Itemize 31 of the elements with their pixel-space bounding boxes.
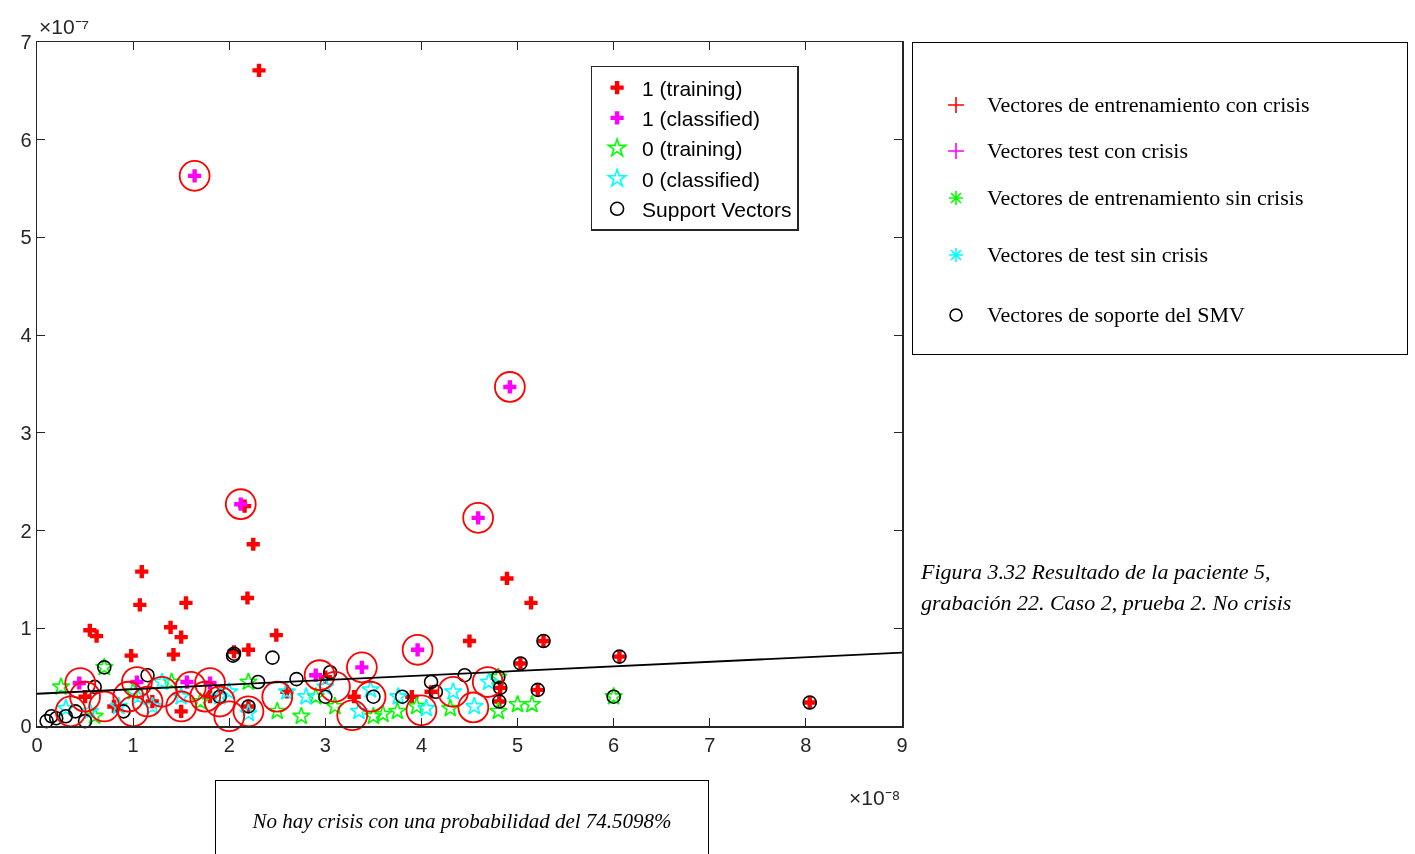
- text: Vectores de soporte del SMV: [987, 302, 1245, 328]
- y-tick-label: 7: [20, 31, 32, 53]
- y-tick-label: 5: [20, 226, 32, 249]
- x-tick-label: 5: [512, 733, 524, 756]
- text: Vectores de entrenamiento con crisis: [987, 92, 1310, 118]
- text: Vectores de test sin crisis: [987, 242, 1209, 268]
- text: Figura 3.32 Resultado de la paciente 5, grabación 22. Caso 2, prueba 2. No crisis: [921, 558, 1293, 617]
- y-tick-label: 6: [20, 128, 32, 151]
- x-axis-title: ×10⁻⁸: [849, 786, 901, 809]
- y-tick-label: 1: [20, 617, 32, 640]
- y-tick-label: 2: [20, 519, 32, 542]
- x-tick-label: 9: [896, 733, 908, 756]
- x-tick-label: 2: [223, 733, 235, 756]
- legend-label: 1 (training): [642, 76, 743, 100]
- y-tick-label: 3: [20, 421, 32, 444]
- x-tick-label: 3: [319, 733, 331, 756]
- text: No hay crisis con una probabilidad del 74.5098%: [215, 780, 709, 854]
- legend-label: Support Vectors: [642, 197, 792, 221]
- x-tick-label: 7: [704, 733, 716, 756]
- x-tick-label: 8: [800, 733, 812, 756]
- x-tick-label: 6: [608, 733, 620, 756]
- legend-label: 0 (training): [642, 137, 743, 161]
- text: Vectores test con crisis: [987, 138, 1188, 164]
- text: Vectores de entrenamiento sin crisis: [987, 185, 1304, 211]
- x-tick-label: 1: [127, 733, 139, 756]
- x-tick-label: 4: [415, 733, 427, 756]
- legend-label: 1 (classified): [642, 107, 760, 131]
- y-tick-label: 4: [20, 324, 32, 347]
- y-axis-title: ×10⁻⁷: [39, 15, 90, 38]
- legend-label: 0 (classified): [642, 167, 760, 191]
- y-tick-label: 0: [20, 715, 32, 737]
